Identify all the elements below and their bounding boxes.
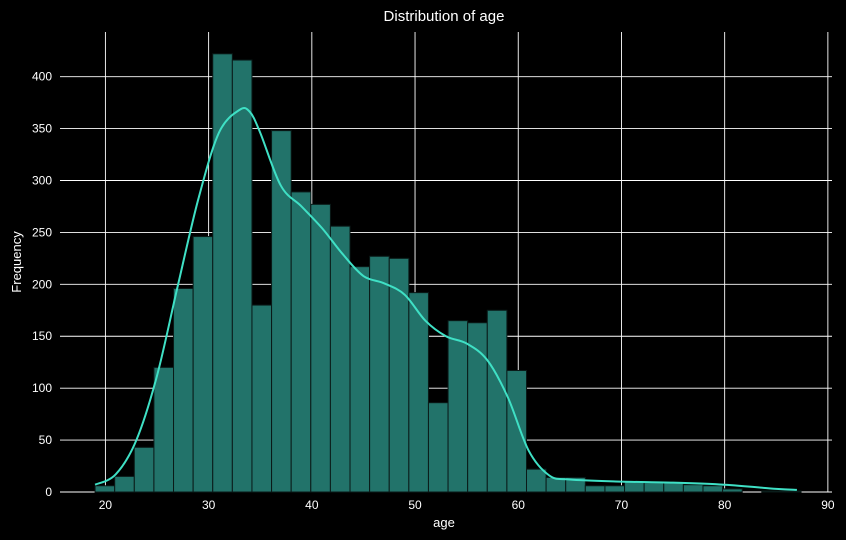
x-tick-label: 30 — [202, 498, 216, 512]
histogram-bar — [624, 481, 645, 493]
histogram-bar — [369, 255, 390, 493]
histogram-bar — [722, 488, 743, 493]
kde-curve — [94, 107, 797, 491]
histogram-bar — [310, 203, 331, 493]
histogram-bar — [408, 292, 429, 493]
histogram-bar — [290, 191, 312, 493]
histogram-bar — [702, 485, 724, 493]
histogram-bar — [643, 482, 665, 493]
x-tick-label: 80 — [718, 498, 732, 512]
y-tick-label: 200 — [32, 277, 52, 291]
histogram-bar — [212, 53, 233, 493]
histogram-bar — [682, 484, 704, 493]
histogram-bar — [467, 322, 488, 493]
histogram-bar — [486, 309, 508, 493]
x-tick-label: 50 — [408, 498, 422, 512]
histogram-bar — [153, 366, 175, 493]
histogram-bar — [349, 266, 371, 493]
histogram-bar — [663, 482, 684, 493]
histogram-bar — [251, 304, 273, 493]
histogram-bar — [231, 59, 253, 493]
histogram-bar — [388, 257, 410, 493]
y-tick-label: 50 — [39, 433, 53, 447]
histogram-bar — [584, 485, 606, 493]
histogram-bar — [133, 446, 155, 493]
histogram-bar — [526, 468, 547, 493]
kde-line — [94, 107, 797, 491]
histogram-bar — [329, 225, 351, 493]
histogram-bars — [94, 53, 802, 493]
tick-labels: 20 30 40 50 60 70 80 90 0 50 100 150 200 250 300 350 400 — [32, 70, 835, 512]
histogram-bar — [427, 402, 449, 493]
histogram-bar — [447, 320, 469, 493]
y-tick-label: 150 — [32, 329, 52, 343]
y-axis-label: Frequency — [9, 231, 24, 293]
histogram-bar — [192, 236, 214, 493]
chart-title: Distribution of age — [384, 8, 505, 25]
y-tick-label: 100 — [32, 381, 52, 395]
x-tick-label: 70 — [615, 498, 629, 512]
y-tick-label: 0 — [45, 485, 52, 499]
x-axis-label: age — [433, 515, 455, 530]
histogram-bar — [506, 370, 528, 493]
histogram-bar — [761, 490, 782, 493]
x-tick-label: 60 — [512, 498, 526, 512]
y-tick-label: 400 — [32, 70, 52, 84]
x-tick-label: 20 — [99, 498, 113, 512]
histogram-bar — [173, 287, 194, 493]
histogram-bar — [114, 475, 135, 493]
histogram-bar — [94, 485, 116, 493]
x-tick-label: 90 — [821, 498, 835, 512]
histogram-bar — [780, 490, 802, 493]
x-tick-label: 40 — [305, 498, 319, 512]
y-tick-label: 300 — [32, 173, 52, 187]
histogram-bar — [604, 485, 626, 493]
y-tick-label: 350 — [32, 122, 52, 136]
y-tick-label: 250 — [32, 225, 52, 239]
